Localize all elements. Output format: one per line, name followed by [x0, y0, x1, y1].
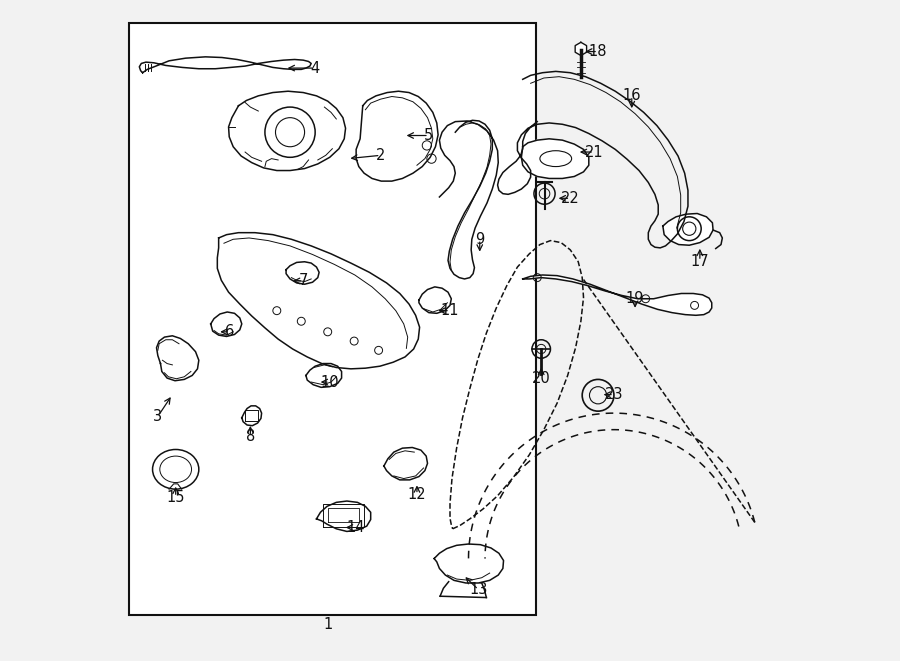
Polygon shape: [434, 544, 503, 583]
Polygon shape: [418, 287, 451, 313]
Polygon shape: [229, 91, 346, 171]
Text: 3: 3: [153, 409, 162, 424]
Text: 10: 10: [320, 375, 339, 389]
Polygon shape: [317, 501, 371, 531]
Text: 19: 19: [626, 292, 644, 306]
Text: 1: 1: [323, 617, 332, 632]
Polygon shape: [356, 91, 438, 181]
Polygon shape: [575, 42, 587, 56]
Text: 16: 16: [623, 89, 641, 103]
Text: 20: 20: [532, 371, 551, 385]
Text: 11: 11: [441, 303, 459, 318]
Text: 15: 15: [166, 490, 184, 504]
Text: 6: 6: [225, 325, 235, 339]
Polygon shape: [140, 57, 311, 73]
Ellipse shape: [153, 449, 199, 489]
Text: 4: 4: [310, 61, 320, 75]
Polygon shape: [242, 406, 262, 426]
Text: 9: 9: [475, 232, 484, 247]
Text: 22: 22: [561, 191, 580, 206]
Ellipse shape: [540, 151, 572, 167]
Text: 2: 2: [376, 148, 385, 163]
Polygon shape: [384, 447, 428, 480]
Ellipse shape: [160, 456, 192, 483]
Text: 5: 5: [424, 128, 434, 143]
Text: 21: 21: [585, 145, 603, 159]
Polygon shape: [286, 262, 320, 284]
Text: 8: 8: [246, 429, 255, 444]
Text: 18: 18: [589, 44, 608, 59]
Text: 12: 12: [408, 487, 427, 502]
Polygon shape: [306, 364, 342, 387]
Polygon shape: [662, 214, 713, 245]
Text: 13: 13: [469, 582, 488, 597]
Polygon shape: [521, 139, 589, 178]
Text: 17: 17: [690, 254, 709, 268]
Text: 23: 23: [605, 387, 623, 402]
Polygon shape: [157, 336, 199, 381]
Polygon shape: [217, 233, 419, 369]
Bar: [130, 23, 536, 615]
Polygon shape: [523, 275, 712, 315]
Text: 7: 7: [299, 274, 308, 288]
Polygon shape: [211, 312, 242, 336]
Text: 14: 14: [346, 520, 364, 535]
